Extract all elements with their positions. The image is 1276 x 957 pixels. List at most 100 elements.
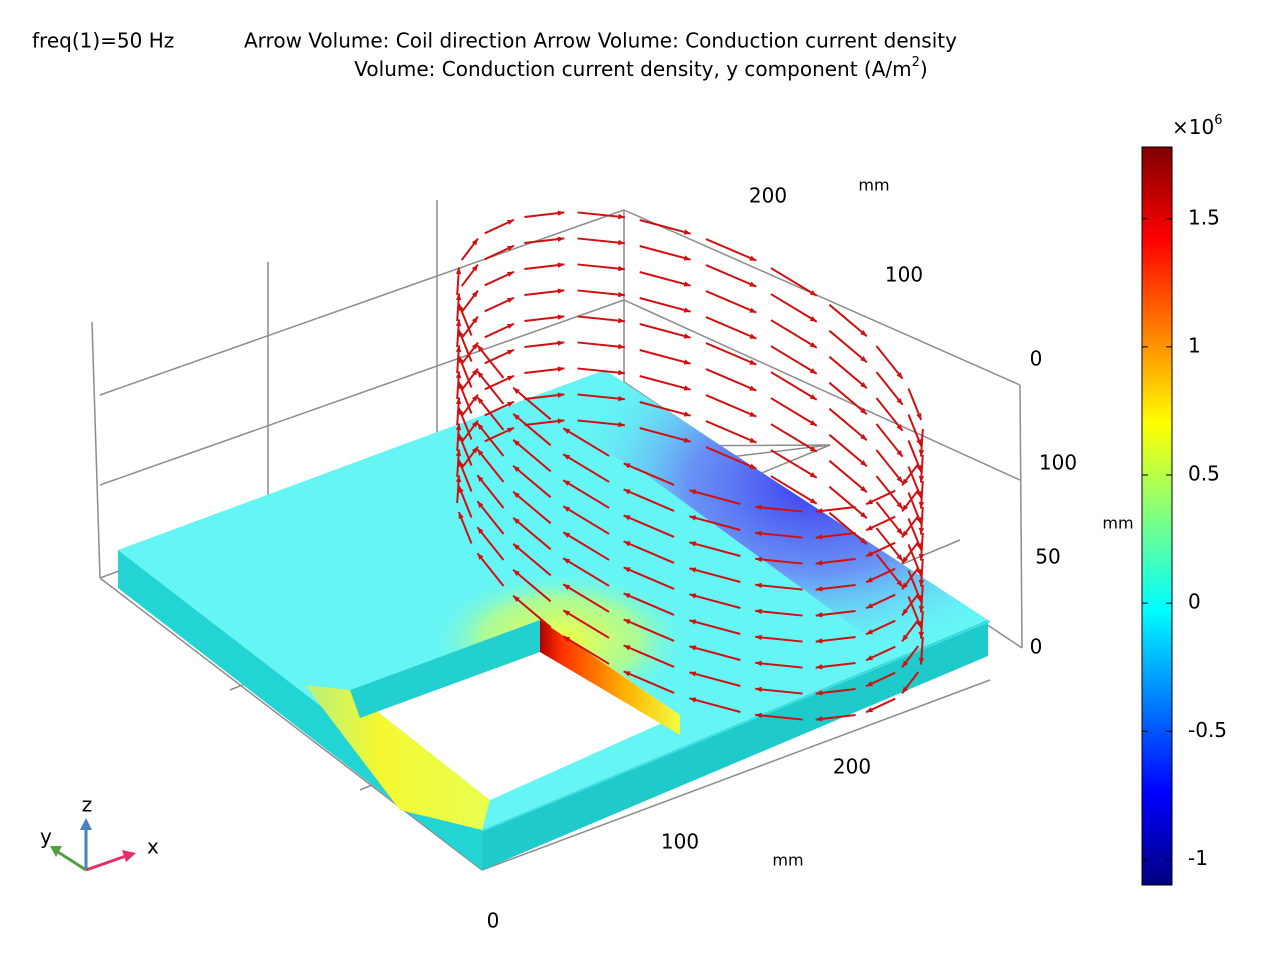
coil-arrowhead bbox=[866, 603, 874, 609]
colorbar-gradient bbox=[1141, 146, 1173, 886]
coil-arrow bbox=[639, 323, 691, 339]
coil-arrow bbox=[524, 263, 565, 270]
coil-arrowhead bbox=[902, 530, 909, 538]
colorbar-tick-label: 1.5 bbox=[1188, 205, 1220, 229]
coil-arrowhead bbox=[618, 369, 625, 376]
coil-arrowhead bbox=[477, 527, 484, 534]
coil-arrow bbox=[705, 394, 757, 418]
coil-arrow bbox=[623, 592, 675, 616]
coil-arrowhead bbox=[513, 491, 520, 499]
coil-arrow bbox=[705, 446, 757, 470]
coil-arrow bbox=[623, 514, 675, 538]
coil-arrow bbox=[815, 532, 856, 539]
coil-arrow bbox=[639, 219, 691, 235]
coil-arrow bbox=[770, 449, 818, 479]
coil-arrowhead bbox=[902, 556, 909, 564]
coil-arrow bbox=[476, 526, 505, 561]
coil-arrow bbox=[577, 393, 625, 401]
coil-arrowhead bbox=[683, 385, 691, 391]
coil-arrowhead bbox=[557, 262, 565, 268]
coil-arrowhead bbox=[506, 219, 514, 225]
coil-arrowhead bbox=[749, 333, 757, 339]
coil-arrowhead bbox=[755, 686, 762, 693]
coil-arrow bbox=[562, 635, 610, 665]
coil-arrow bbox=[639, 427, 691, 443]
coil-arrowhead bbox=[689, 697, 697, 703]
coil-arrow bbox=[524, 289, 565, 296]
coil-arrow bbox=[512, 569, 552, 603]
coil-arrowhead bbox=[860, 329, 867, 337]
coil-arrowhead bbox=[683, 255, 691, 261]
coil-arrowhead bbox=[506, 297, 514, 303]
coil-arrow bbox=[562, 531, 610, 561]
coil-arrowhead bbox=[809, 498, 817, 504]
coil-arrow bbox=[828, 407, 868, 441]
coil-arrowhead bbox=[683, 229, 691, 235]
coil-arrowhead bbox=[506, 375, 514, 381]
coil-arrowhead bbox=[513, 543, 520, 551]
coil-arrowhead bbox=[749, 359, 757, 365]
coil-arrow bbox=[755, 713, 803, 721]
coil-arrowhead bbox=[513, 517, 520, 525]
coil-arrowhead bbox=[623, 567, 631, 573]
coil-arrowhead bbox=[458, 329, 464, 337]
coil-arrowhead bbox=[471, 420, 478, 428]
coil-arrowhead bbox=[458, 381, 464, 389]
coil-arrow bbox=[875, 397, 904, 432]
coil-arrowhead bbox=[755, 582, 762, 589]
coil-arrow bbox=[815, 558, 856, 565]
title-end: ) bbox=[920, 57, 928, 81]
coil-arrowhead bbox=[563, 584, 571, 590]
coil-arrowhead bbox=[557, 366, 565, 372]
coil-arrow bbox=[639, 297, 691, 313]
coil-arrow bbox=[623, 670, 675, 694]
coil-arrow bbox=[577, 211, 625, 219]
coil-arrow bbox=[476, 448, 505, 483]
coil-arrowhead bbox=[471, 290, 478, 298]
coil-arrow bbox=[815, 662, 856, 669]
coil-arrow bbox=[577, 341, 625, 349]
coil-arrow bbox=[815, 610, 856, 617]
coil-arrowhead bbox=[916, 543, 922, 551]
coil-arrowhead bbox=[506, 427, 514, 433]
coil-arrowhead bbox=[809, 342, 817, 348]
coil-arrow bbox=[577, 315, 625, 323]
coil-arrowhead bbox=[455, 449, 462, 457]
coil-arrow bbox=[770, 293, 818, 323]
coil-arrowhead bbox=[749, 281, 757, 287]
coil-arrow bbox=[755, 687, 803, 695]
coil-arrow bbox=[755, 661, 803, 669]
coil-arrowhead bbox=[458, 303, 464, 311]
coil-arrowhead bbox=[916, 465, 922, 473]
coil-arrow bbox=[875, 371, 904, 406]
coil-arrow bbox=[577, 263, 625, 271]
coil-arrowhead bbox=[455, 345, 462, 353]
coil-arrowhead bbox=[477, 501, 484, 508]
coil-arrowhead bbox=[513, 413, 520, 421]
coil-arrowhead bbox=[563, 532, 571, 538]
coil-arrowhead bbox=[896, 528, 903, 535]
coil-arrowhead bbox=[455, 423, 462, 431]
coil-arrow bbox=[689, 671, 741, 687]
coil-arrowhead bbox=[809, 368, 817, 374]
coil-arrow bbox=[524, 211, 565, 218]
coil-arrowhead bbox=[749, 385, 757, 391]
coil-arrowhead bbox=[866, 551, 874, 557]
coil-arrow bbox=[562, 453, 610, 483]
coil-arrowhead bbox=[623, 463, 631, 469]
coil-arrowhead bbox=[755, 712, 762, 719]
coil-arrow bbox=[689, 619, 741, 635]
coil-arrow bbox=[623, 488, 675, 512]
coil-arrow bbox=[524, 315, 565, 322]
coil-arrow bbox=[770, 423, 818, 453]
coil-arrow bbox=[562, 479, 610, 509]
coil-arrowhead bbox=[618, 213, 625, 220]
coil-arrow bbox=[828, 459, 868, 493]
coil-arrow bbox=[524, 237, 565, 244]
coil-arrowhead bbox=[916, 595, 922, 603]
coil-arrow bbox=[755, 557, 803, 565]
coil-arrow bbox=[828, 511, 868, 545]
coil-arrowhead bbox=[916, 439, 922, 447]
coil-arrowhead bbox=[809, 472, 817, 478]
